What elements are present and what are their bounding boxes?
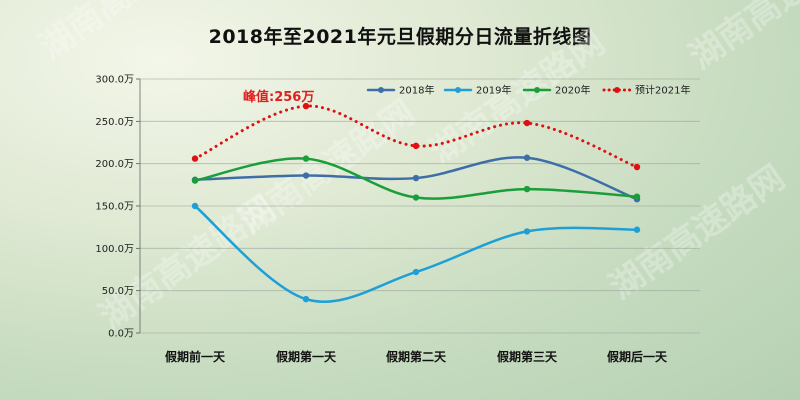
data-point [523, 154, 531, 161]
data-point [633, 226, 641, 233]
x-tick-label: 假期后一天 [607, 349, 668, 364]
watermark-text: 湖南高速路网 [602, 158, 792, 308]
series-line-3 [193, 104, 639, 169]
y-tick-label: 200.0万 [95, 159, 134, 170]
data-point [412, 194, 420, 201]
y-tick-label: 300.0万 [95, 75, 134, 86]
data-point [412, 142, 420, 150]
y-tick-label: 150.0万 [95, 202, 134, 213]
watermark-text: 湖南高速路网 [422, 23, 612, 173]
series-line-1 [193, 204, 639, 303]
data-point [191, 155, 199, 162]
legend-label: 2019年 [476, 84, 511, 97]
data-point [523, 228, 531, 235]
x-tick-label: 假期前一天 [165, 349, 226, 364]
data-point [191, 177, 199, 184]
y-tick-label: 50.0万 [102, 286, 134, 297]
legend-label: 预计2021年 [635, 84, 690, 97]
watermark-text: 湖南高速路网 [682, 0, 800, 77]
peak-annotation: 峰值:256万 [243, 89, 314, 105]
y-tick-label: 0.0万 [108, 329, 134, 340]
legend-label: 2020年 [555, 84, 590, 97]
y-tick-label: 250.0万 [95, 117, 134, 128]
data-point [633, 163, 641, 171]
data-point [412, 174, 420, 182]
y-tick-label: 100.0万 [95, 244, 134, 255]
data-point [523, 185, 531, 193]
legend-marker [378, 87, 384, 93]
data-point [302, 102, 310, 110]
data-point [191, 202, 199, 210]
x-tick-label: 假期第三天 [497, 349, 558, 364]
data-point [633, 193, 641, 200]
legend-marker [455, 87, 461, 93]
data-point [302, 172, 310, 179]
watermark-text: 湖南高速路网 [32, 0, 222, 67]
data-point [302, 155, 310, 162]
x-tick-label: 假期第一天 [276, 349, 337, 364]
legend-marker [534, 87, 540, 93]
legend-label: 2018年 [399, 84, 434, 97]
x-tick-label: 假期第二天 [386, 349, 447, 364]
data-point [412, 268, 420, 276]
legend-marker [614, 87, 620, 93]
data-point [523, 119, 531, 127]
chart-title: 2018年至2021年元旦假期分日流量折线图 [208, 26, 592, 48]
data-point [302, 295, 310, 303]
